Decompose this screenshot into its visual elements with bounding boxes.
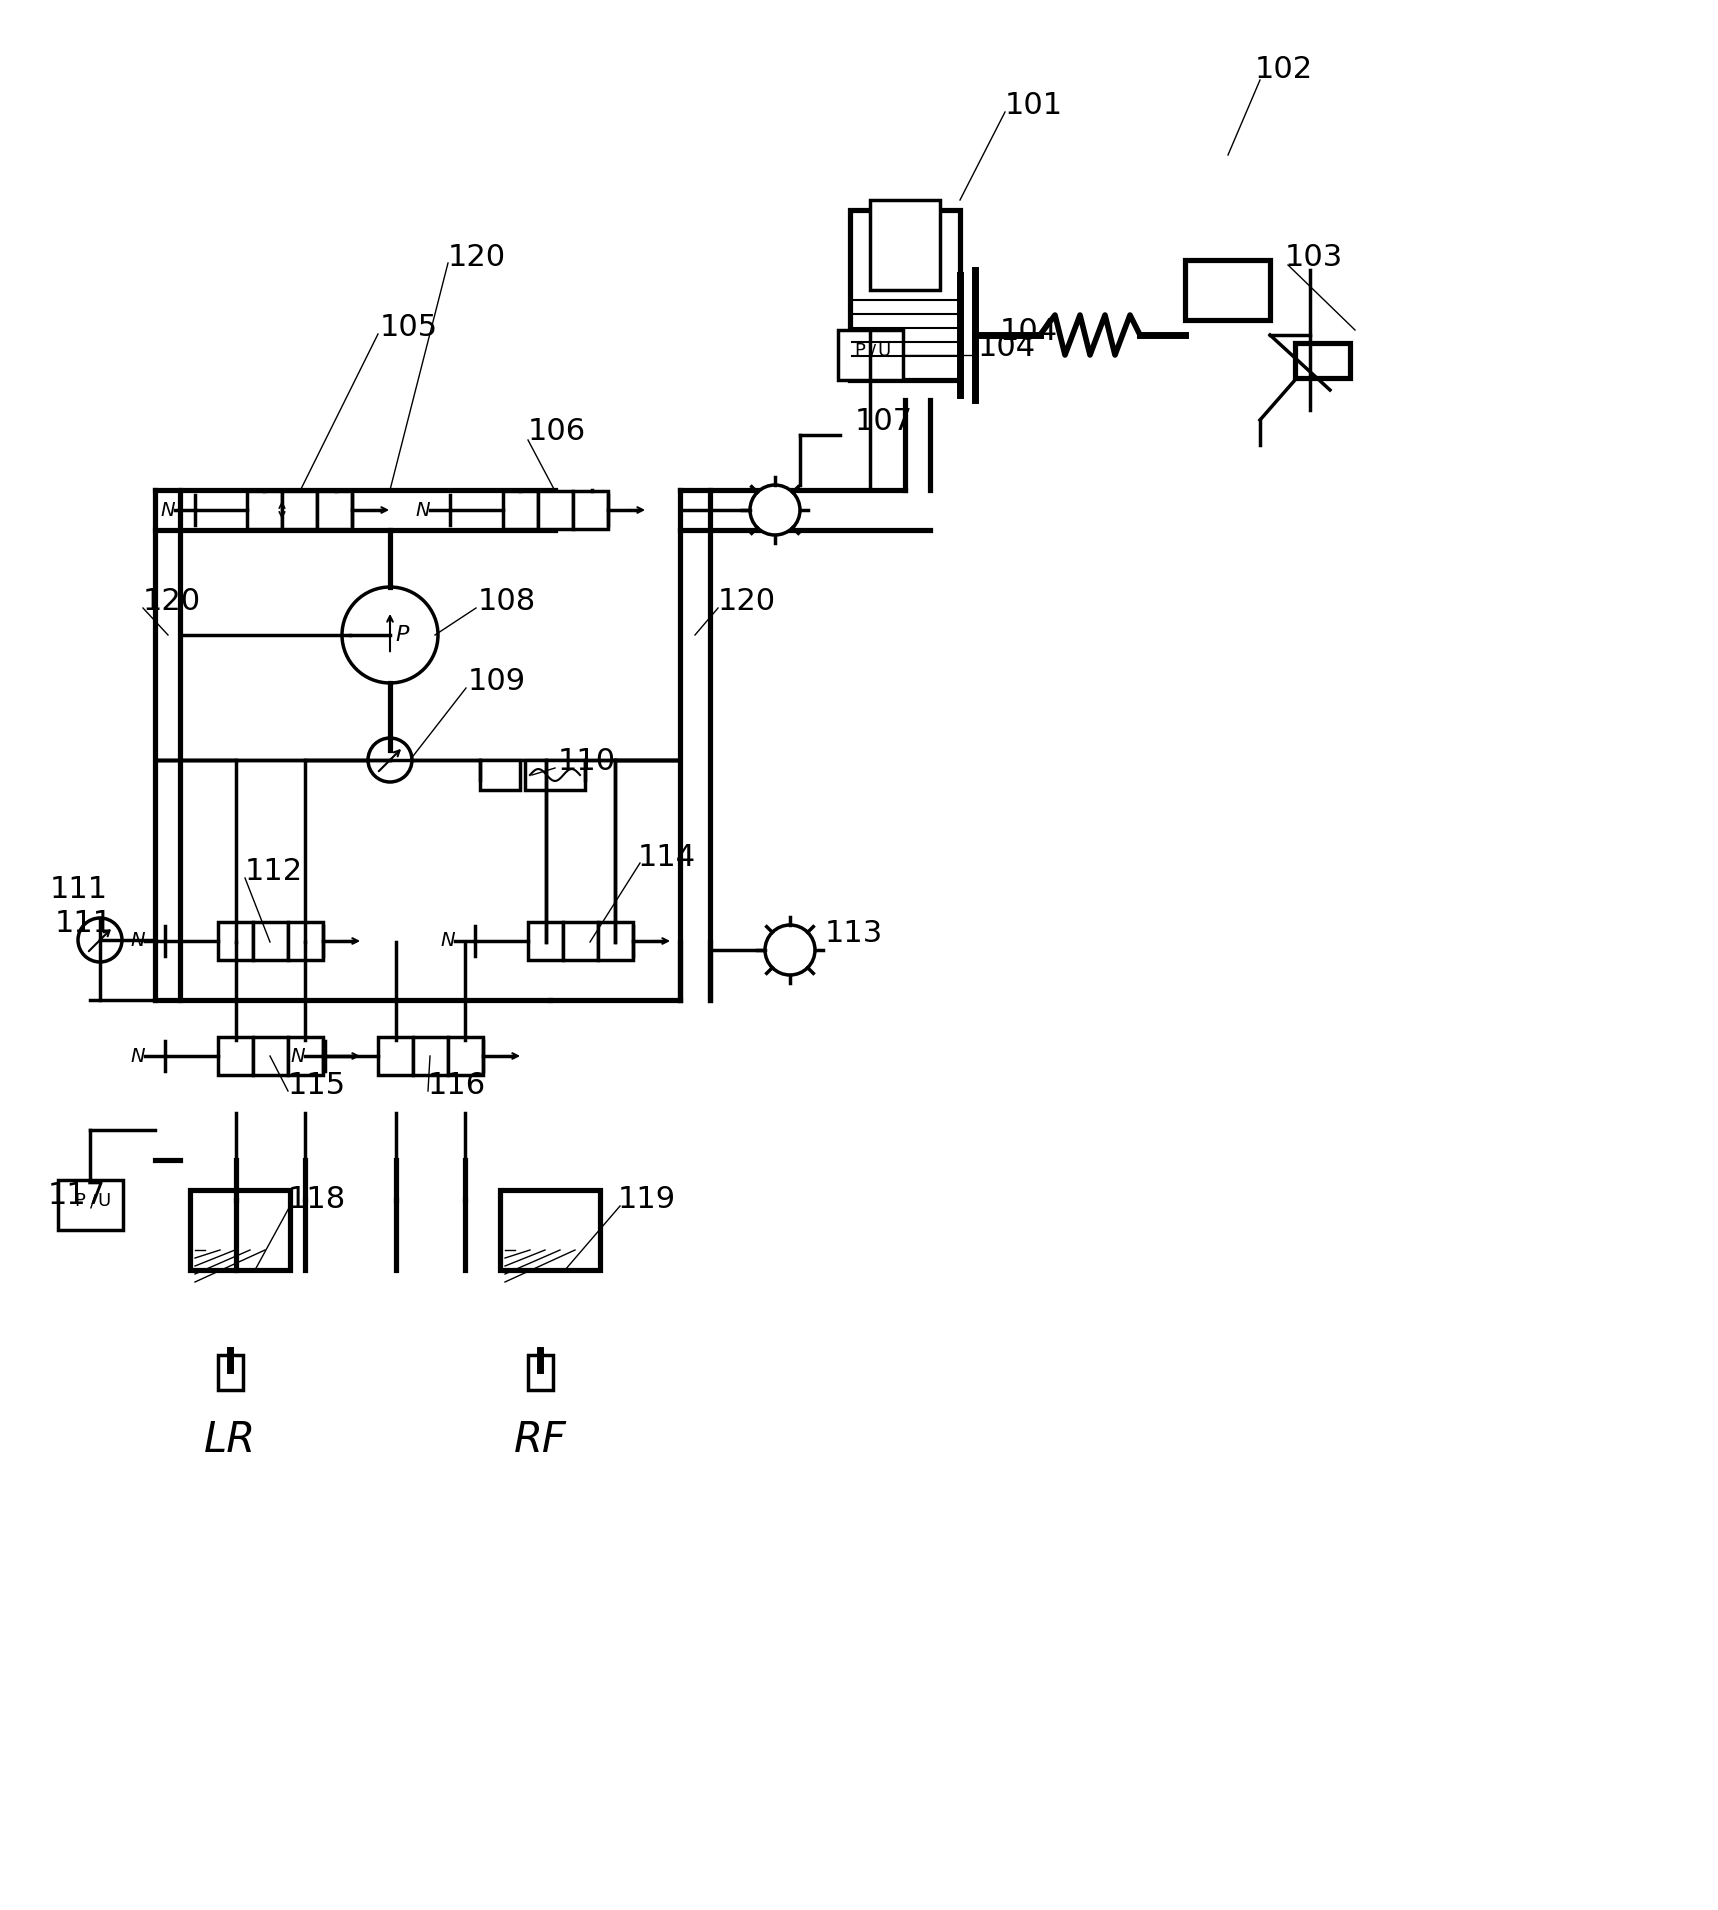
Text: 104: 104 (978, 334, 1036, 363)
Text: /: / (89, 1194, 96, 1211)
Bar (412, 1037, 448, 1075)
Bar (598, 923, 632, 961)
Bar (538, 491, 574, 529)
Bar (574, 491, 608, 529)
Text: N: N (442, 932, 455, 951)
Bar (282, 491, 318, 529)
Bar (318, 491, 352, 529)
Bar (247, 491, 282, 529)
Text: 108: 108 (478, 588, 536, 617)
Text: 120: 120 (448, 243, 507, 271)
Bar (448, 1037, 483, 1075)
Text: 111: 111 (55, 909, 113, 938)
Text: 109: 109 (467, 667, 526, 697)
Bar (218, 1037, 253, 1075)
Text: 113: 113 (825, 919, 883, 947)
Text: 120: 120 (718, 588, 777, 617)
Text: 115: 115 (289, 1070, 345, 1100)
Circle shape (77, 919, 122, 963)
Bar (253, 1037, 289, 1075)
Text: P: P (74, 1192, 86, 1211)
Text: U: U (98, 1192, 110, 1211)
Text: /: / (869, 344, 876, 361)
Bar (218, 1354, 242, 1390)
Bar (479, 760, 521, 791)
Text: N: N (290, 1047, 306, 1066)
Text: 107: 107 (856, 407, 914, 435)
Text: 103: 103 (1285, 243, 1343, 273)
Text: 111: 111 (50, 875, 108, 905)
Bar (526, 760, 586, 791)
Text: 104: 104 (1000, 317, 1058, 346)
Text: P: P (854, 342, 866, 359)
Text: 105: 105 (380, 313, 438, 342)
Text: N: N (131, 932, 146, 951)
Bar (564, 923, 598, 961)
Bar (57, 1180, 122, 1230)
Text: 106: 106 (527, 418, 586, 447)
Text: 116: 116 (428, 1070, 486, 1100)
Text: 120: 120 (143, 588, 201, 617)
Bar (289, 923, 323, 961)
Text: 110: 110 (558, 747, 617, 777)
Circle shape (368, 737, 412, 781)
Text: 101: 101 (1005, 90, 1063, 120)
Text: 114: 114 (637, 842, 696, 871)
Text: 119: 119 (618, 1186, 677, 1215)
Text: U: U (878, 342, 890, 359)
Circle shape (342, 586, 438, 684)
Bar (527, 923, 564, 961)
Text: 112: 112 (246, 858, 302, 886)
Text: N: N (416, 500, 430, 520)
Circle shape (751, 485, 801, 535)
Text: 118: 118 (289, 1186, 347, 1215)
Bar (1185, 260, 1270, 321)
Text: P: P (395, 625, 409, 646)
Bar (218, 923, 253, 961)
Text: RF: RF (514, 1419, 567, 1461)
Bar (378, 1037, 412, 1075)
Bar (869, 201, 940, 290)
Circle shape (765, 924, 814, 974)
Bar (850, 210, 960, 380)
Bar (253, 923, 289, 961)
Text: N: N (161, 500, 175, 520)
Bar (503, 491, 538, 529)
Text: LR: LR (204, 1419, 256, 1461)
Bar (500, 1190, 600, 1270)
Bar (837, 330, 902, 380)
Text: 102: 102 (1256, 55, 1313, 84)
Bar (527, 1354, 553, 1390)
Bar (191, 1190, 290, 1270)
Text: 117: 117 (48, 1180, 107, 1209)
Bar (289, 1037, 323, 1075)
Bar (1295, 344, 1350, 378)
Text: N: N (131, 1047, 146, 1066)
